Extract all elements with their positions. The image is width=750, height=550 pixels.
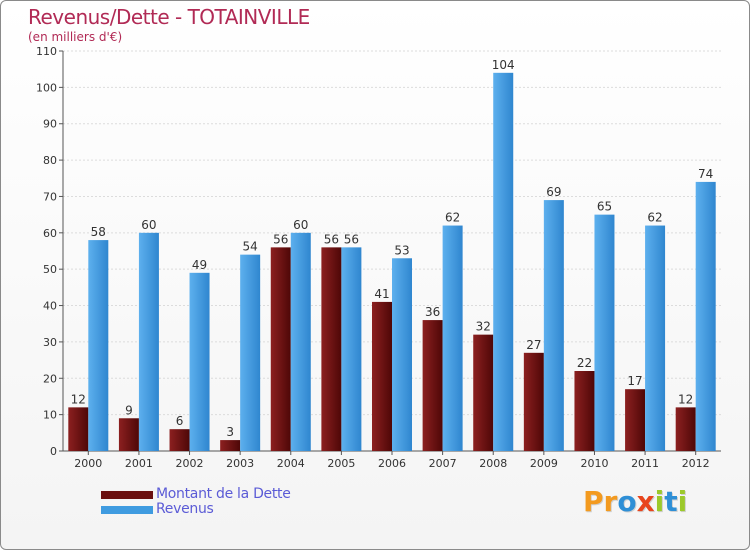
y-tick-label: 20 (43, 372, 57, 385)
logo-letter: i (654, 485, 665, 518)
legend-label-revenue: Revenus (156, 501, 214, 517)
debt-bar (118, 418, 139, 451)
revenue-bar (189, 272, 210, 451)
revenue-bar (290, 232, 311, 451)
y-tick-label: 0 (50, 445, 57, 458)
revenue-value-label: 53 (394, 243, 409, 257)
debt-value-label: 56 (273, 232, 288, 246)
y-tick-label: 30 (43, 336, 57, 349)
debt-bar (321, 247, 342, 451)
logo-letter: i (677, 485, 688, 518)
debt-value-label: 56 (324, 232, 339, 246)
debt-value-label: 12 (71, 392, 86, 406)
debt-value-label: 36 (425, 305, 440, 319)
revenue-value-label: 60 (293, 218, 308, 232)
chart-subtitle: (en milliers d'€) (28, 30, 123, 44)
revenue-bar (88, 240, 109, 451)
x-tick-label: 2002 (176, 457, 204, 470)
revenue-value-label: 60 (141, 218, 156, 232)
revenue-bar (392, 258, 412, 451)
debt-value-label: 6 (176, 414, 184, 428)
revenue-value-label: 54 (243, 240, 258, 254)
debt-value-label: 27 (526, 338, 541, 352)
y-tick-label: 70 (43, 190, 57, 203)
revenue-value-label: 62 (647, 211, 662, 225)
x-tick-label: 2010 (580, 457, 608, 470)
debt-bar (220, 440, 241, 451)
debt-bar (473, 334, 494, 451)
revenue-bar (138, 232, 159, 451)
y-tick-label: 90 (43, 118, 57, 131)
legend-label-debt: Montant de la Dette (156, 486, 291, 502)
x-tick-label: 2011 (631, 457, 659, 470)
revenue-value-label: 56 (344, 232, 359, 246)
debt-bar (68, 407, 89, 451)
revenue-bar (341, 247, 362, 451)
debt-value-label: 17 (627, 374, 642, 388)
debt-value-label: 3 (226, 425, 234, 439)
debt-bar (422, 320, 443, 451)
debt-bar (372, 301, 392, 451)
debt-bar (270, 247, 291, 451)
y-tick-label: 110 (36, 45, 57, 58)
x-tick-label: 2006 (378, 457, 406, 470)
logo-letter: r (603, 485, 618, 518)
revenue-bar (240, 254, 261, 451)
logo-letter: t (664, 485, 678, 518)
x-tick-label: 2004 (277, 457, 305, 470)
debt-bar (675, 407, 696, 451)
debt-value-label: 32 (476, 320, 491, 334)
x-tick-label: 2008 (479, 457, 507, 470)
y-tick-label: 40 (43, 300, 57, 313)
revenue-value-label: 58 (91, 225, 106, 239)
logo-letter: o (617, 485, 637, 518)
revenue-value-label: 104 (492, 58, 515, 72)
debt-value-label: 22 (577, 356, 592, 370)
revenue-bar (594, 214, 615, 451)
revenue-value-label: 49 (192, 258, 207, 272)
chart-title: Revenus/Dette - TOTAINVILLE (28, 5, 310, 29)
x-tick-label: 2003 (226, 457, 254, 470)
logo-letter: P (583, 485, 604, 518)
revenue-value-label: 65 (597, 200, 612, 214)
debt-bar (574, 371, 595, 451)
legend-swatch-revenue (101, 506, 153, 514)
debt-value-label: 9 (125, 403, 133, 417)
debt-bar (625, 389, 646, 451)
x-tick-label: 2012 (682, 457, 710, 470)
debt-value-label: 41 (374, 287, 389, 301)
logo-letter: x (636, 485, 655, 518)
revenue-bar (645, 225, 666, 451)
x-tick-label: 2007 (429, 457, 457, 470)
debt-bar (523, 352, 544, 451)
revenue-value-label: 74 (698, 167, 713, 181)
proxiti-logo: Proxiti (583, 485, 687, 518)
y-tick-label: 60 (43, 227, 57, 240)
y-tick-label: 10 (43, 409, 57, 422)
revenue-bar (695, 181, 716, 451)
debt-bar (169, 429, 190, 451)
x-tick-label: 2005 (327, 457, 355, 470)
legend-swatch-debt (101, 491, 153, 499)
revenue-value-label: 69 (546, 185, 561, 199)
revenue-bar (493, 72, 514, 452)
revenue-bar (442, 225, 463, 451)
x-tick-label: 2000 (74, 457, 102, 470)
revenue-bar (543, 200, 564, 451)
y-tick-label: 100 (36, 81, 57, 94)
y-tick-label: 50 (43, 263, 57, 276)
debt-value-label: 12 (678, 392, 693, 406)
revenue-value-label: 62 (445, 211, 460, 225)
y-tick-label: 80 (43, 154, 57, 167)
x-tick-label: 2001 (125, 457, 153, 470)
x-tick-label: 2009 (530, 457, 558, 470)
